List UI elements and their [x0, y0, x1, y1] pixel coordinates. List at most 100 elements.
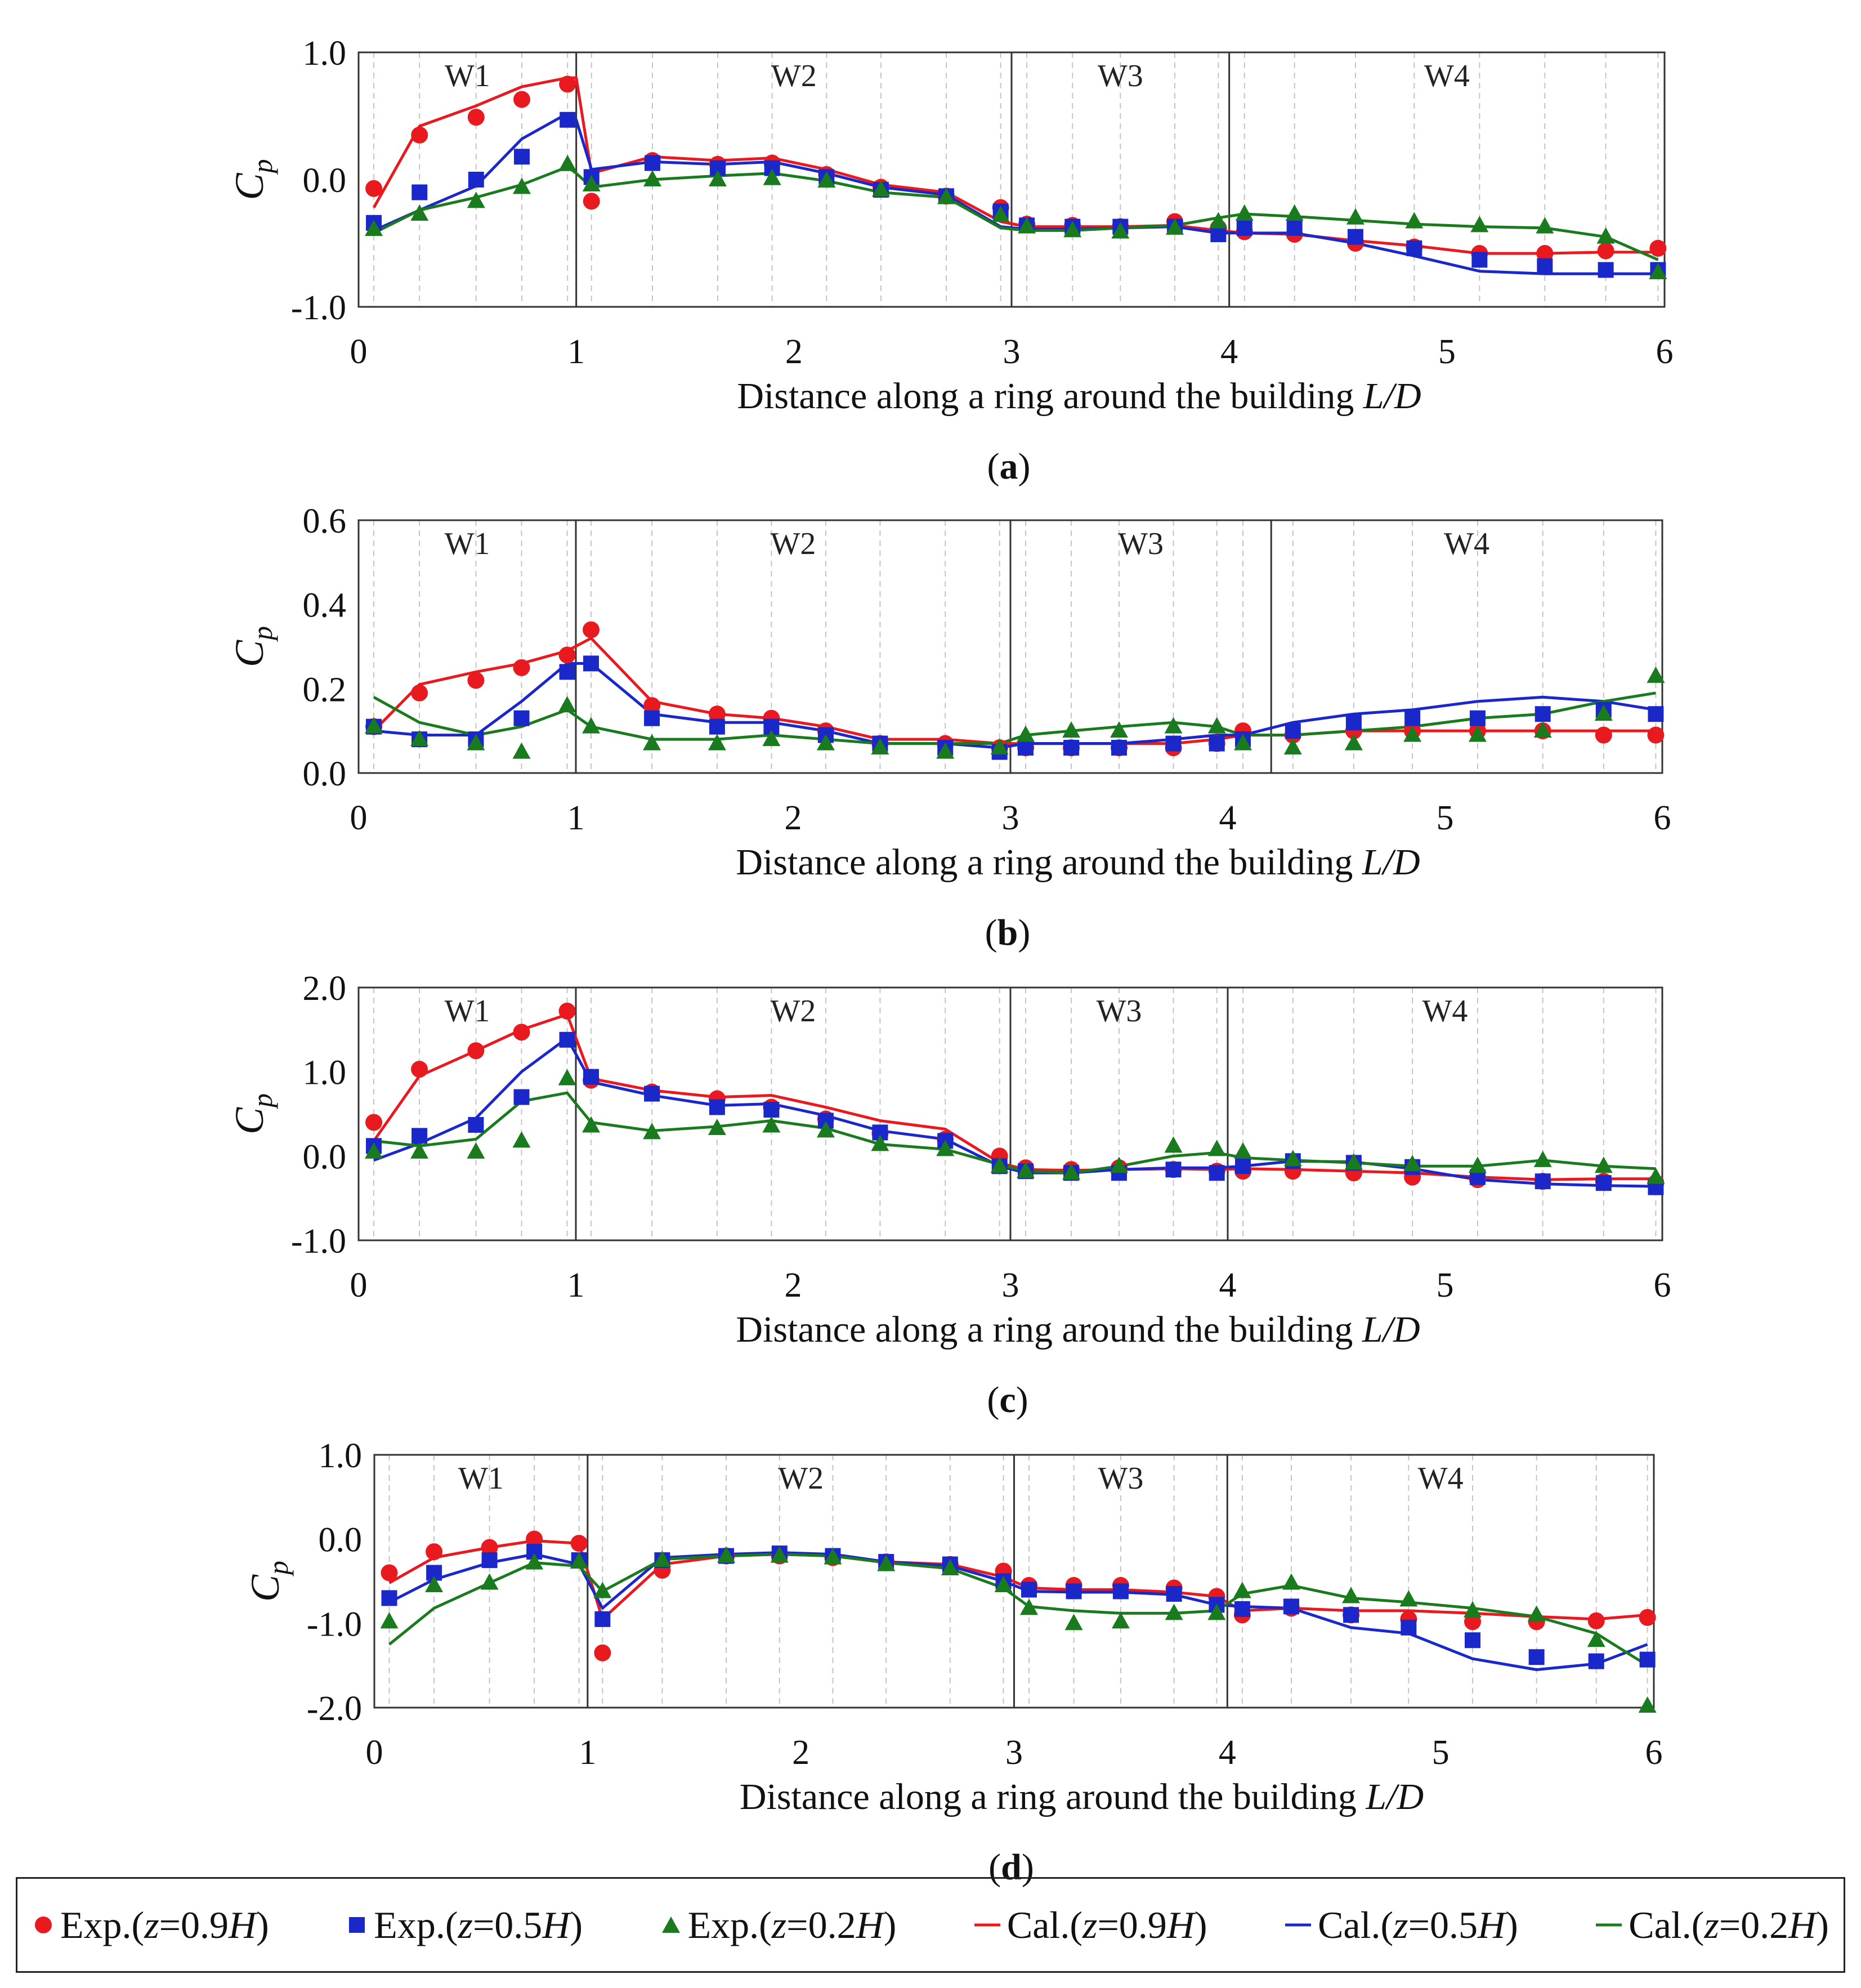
data-point-square: [1283, 1598, 1299, 1615]
data-point-triangle: [994, 1575, 1013, 1592]
data-point-square: [1209, 1165, 1225, 1181]
data-point-triangle: [1164, 1136, 1183, 1153]
x-axis-label: Distance along a ring around the buildin…: [736, 842, 1420, 883]
data-point-triangle: [717, 1546, 736, 1563]
data-point-square: [1111, 740, 1127, 756]
series-line: [372, 1013, 1656, 1181]
data-point-triangle: [1165, 1603, 1183, 1620]
x-tick-label: 6: [1645, 1734, 1663, 1772]
legend-label-close: ): [1816, 1903, 1829, 1946]
x-tick-label: 3: [1002, 799, 1019, 837]
data-point-triangle: [1405, 212, 1424, 229]
grid-lines: [373, 988, 1657, 1240]
y-tick-label: 0.0: [303, 162, 347, 200]
legend-label-close: ): [883, 1903, 897, 1946]
y-axis-label-sub: p: [247, 1093, 278, 1109]
zone-label: W4: [1444, 526, 1489, 561]
data-point-triangle: [816, 734, 835, 750]
chart-panel-c: W1 W2 W3 W4 2.0 1.0 0.0 -1.00 1 2 3 4 5 6 Cp Distance a…: [227, 970, 1671, 1420]
legend: Exp.(z =0.9 H) Exp.(z =0.5 H) Exp.(z =0.2 H) C…: [16, 1877, 1845, 1973]
x-tick-label: 6: [1654, 799, 1671, 837]
data-point-triangle: [1110, 1156, 1128, 1173]
legend-label-post: =0.2: [1719, 1903, 1789, 1946]
x-tick-label: 5: [1438, 333, 1456, 371]
y-axis-label-sub: p: [262, 1561, 294, 1576]
data-point-triangle: [410, 1142, 429, 1159]
data-point-square: [1464, 1632, 1480, 1649]
data-point-circle: [467, 1042, 485, 1060]
data-point-circle: [1647, 726, 1665, 744]
legend-marker-line: [1285, 1923, 1312, 1927]
data-point-triangle: [1403, 1155, 1422, 1172]
data-point-triangle: [380, 1612, 399, 1629]
series-line: [388, 1553, 1648, 1667]
data-point-circle: [426, 1543, 443, 1561]
legend-label-unit: H: [542, 1903, 570, 1946]
data-point-triangle: [1346, 208, 1365, 225]
caption-letter: b: [997, 912, 1018, 953]
data-point-square: [1401, 1619, 1417, 1636]
data-point-triangle: [708, 1118, 726, 1135]
data-point-square: [559, 664, 575, 680]
data-point-square: [1063, 740, 1080, 756]
x-axis-label-main: Distance along a ring around the buildin…: [737, 376, 1363, 417]
data-point-triangle: [1164, 717, 1183, 734]
data-point-square: [1406, 240, 1422, 257]
x-tick-label: 6: [1654, 1266, 1671, 1305]
data-point-triangle: [708, 734, 726, 750]
grid-lines: [373, 520, 1657, 773]
legend-label-unit: H: [1166, 1903, 1195, 1946]
legend-label-unit: H: [1477, 1903, 1506, 1946]
data-point-triangle: [525, 1553, 544, 1570]
data-point-square: [1345, 714, 1362, 731]
legend-label-var: z: [144, 1903, 159, 1946]
data-point-square: [1236, 220, 1252, 236]
data-point-square: [1347, 229, 1363, 245]
x-axis-label-var: L/D: [1362, 1309, 1420, 1350]
data-point-square: [1528, 1649, 1545, 1665]
data-point-triangle: [1638, 1696, 1657, 1713]
data-point-square: [1469, 710, 1486, 726]
data-point-square: [1648, 706, 1664, 722]
x-tick-label: 0: [350, 333, 368, 371]
y-tick-label: 0.0: [319, 1521, 363, 1560]
data-point-square: [1598, 262, 1614, 278]
data-point-circle: [513, 91, 530, 108]
y-tick-label: 0.4: [303, 587, 347, 625]
legend-label-unit: H: [229, 1903, 257, 1946]
zone-label: W2: [778, 1461, 824, 1496]
series-line: [373, 165, 1659, 261]
x-axis-label-main: Distance along a ring around the buildin…: [740, 1776, 1366, 1817]
data-point-triangle: [643, 170, 661, 186]
data-point-square: [1343, 1607, 1359, 1623]
data-point-circle: [467, 109, 485, 126]
plot-frame: [357, 519, 1663, 774]
legend-label-post: =0.9: [159, 1903, 229, 1946]
y-tick-label: 1.0: [303, 1054, 347, 1092]
x-tick-label: 0: [350, 1266, 368, 1305]
data-point-circle: [570, 1535, 588, 1552]
legend-label-post: =0.5: [472, 1903, 543, 1946]
data-point-square: [411, 1128, 428, 1144]
data-point-square: [1018, 740, 1034, 756]
legend-label-var: z: [1082, 1903, 1098, 1946]
data-point-triangle: [1649, 262, 1667, 279]
data-point-circle: [558, 646, 576, 664]
y-tick-label: -1.0: [307, 1605, 362, 1643]
data-point-circle: [411, 684, 428, 702]
x-tick-label: 4: [1219, 1734, 1236, 1772]
caption-close: ): [1018, 446, 1031, 487]
data-point-triangle: [1233, 1582, 1251, 1598]
data-point-triangle: [770, 1546, 789, 1563]
legend-label-post: =0.9: [1097, 1903, 1167, 1946]
data-point-triangle: [1470, 216, 1489, 233]
legend-item-exp-02: Exp.(z =0.2 H): [660, 1903, 897, 1947]
data-point-square: [583, 1069, 600, 1085]
data-point-triangle: [467, 1142, 485, 1159]
data-point-circle: [1595, 726, 1612, 744]
data-point-triangle: [990, 1156, 1009, 1173]
zone-label: W4: [1424, 59, 1470, 93]
x-tick-label: 1: [567, 1266, 585, 1305]
data-point-triangle: [1647, 1167, 1665, 1184]
data-point-triangle: [1209, 212, 1228, 229]
